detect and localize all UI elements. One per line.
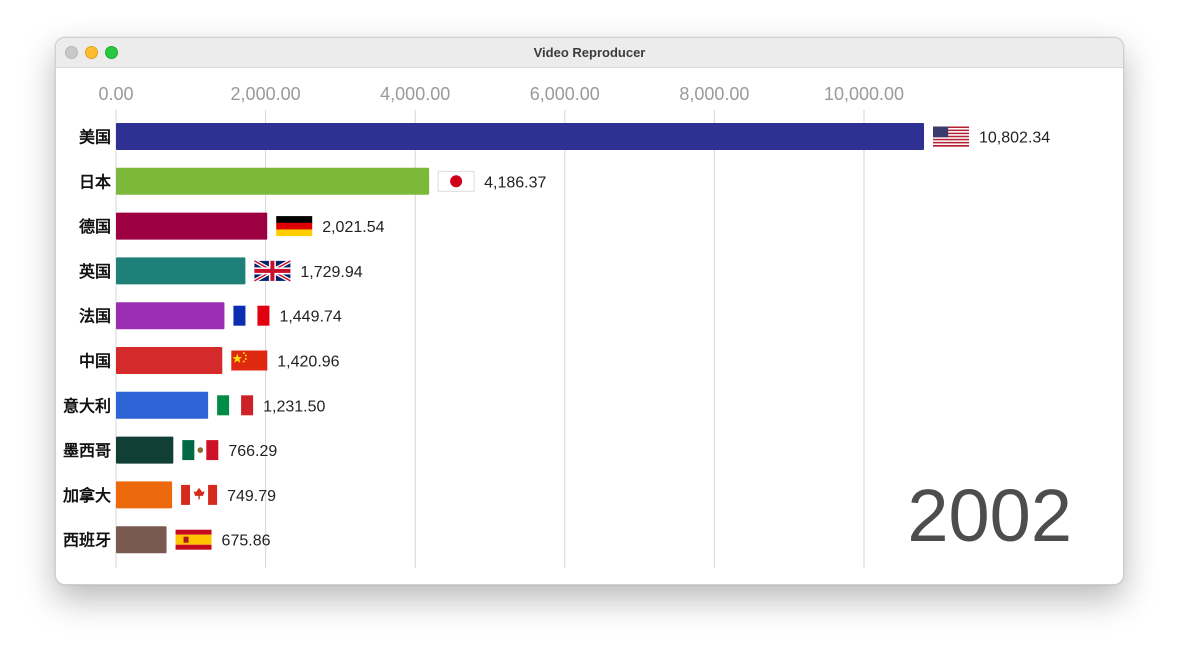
flag-gb-icon <box>253 259 292 283</box>
close-window-button[interactable] <box>65 46 78 59</box>
bar <box>116 391 209 419</box>
flag-mx-icon <box>182 440 219 461</box>
flag-us-icon <box>933 126 970 147</box>
minimize-window-button[interactable] <box>85 46 98 59</box>
value-label: 2,021.54 <box>322 219 384 236</box>
flag-de-icon <box>276 216 313 237</box>
bar <box>116 526 167 554</box>
x-tick-label: 4,000.00 <box>380 84 450 104</box>
value-label: 4,186.37 <box>484 174 546 191</box>
bar <box>116 123 925 150</box>
category-label: 英国 <box>78 262 111 281</box>
bar <box>116 302 225 330</box>
bar <box>116 481 173 509</box>
flag-cn-icon <box>231 350 268 371</box>
maximize-window-button[interactable] <box>105 46 118 59</box>
window-title: Video Reproducer <box>533 45 646 60</box>
value-label: 1,231.50 <box>263 398 325 415</box>
category-label: 法国 <box>79 307 111 326</box>
x-tick-label: 10,000.00 <box>824 84 904 104</box>
x-tick-label: 0.00 <box>98 84 133 104</box>
flag-es-icon <box>175 529 212 550</box>
bar <box>116 212 268 240</box>
value-label: 766.29 <box>228 443 277 460</box>
category-label: 美国 <box>79 128 111 147</box>
bar-chart-race: 0.00 2,000.00 4,000.00 6,000.00 8,000.00 10,0… <box>62 84 1072 568</box>
category-label: 西班牙 <box>63 531 111 550</box>
category-label: 中国 <box>79 352 111 371</box>
bar <box>116 167 430 195</box>
flag-it-icon <box>217 395 254 416</box>
flag-ca-icon <box>181 484 218 505</box>
title-bar: Video Reproducer <box>56 38 1123 68</box>
year-label: 2002 <box>907 474 1072 557</box>
app-window: Video Reproducer 0.00 2,000.00 4,000.00 6,0… <box>55 37 1124 585</box>
flag-fr-icon <box>233 305 270 326</box>
value-label: 10,802.34 <box>979 130 1050 147</box>
x-tick-label: 8,000.00 <box>679 84 749 104</box>
x-tick-label: 2,000.00 <box>231 84 301 104</box>
bar <box>116 257 246 285</box>
value-label: 1,420.96 <box>277 354 339 371</box>
category-label: 墨西哥 <box>63 441 111 460</box>
bar <box>116 436 174 464</box>
value-label: 675.86 <box>222 533 271 550</box>
bar <box>116 347 223 374</box>
category-label: 日本 <box>79 172 111 191</box>
category-label: 德国 <box>79 217 111 236</box>
value-label: 749.79 <box>227 488 276 505</box>
flag-jp-icon <box>437 170 475 192</box>
x-tick-label: 6,000.00 <box>530 84 600 104</box>
category-label: 意大利 <box>63 396 111 415</box>
category-label: 加拿大 <box>62 486 111 505</box>
value-label: 1,449.74 <box>279 309 341 326</box>
value-label: 1,729.94 <box>300 264 362 281</box>
